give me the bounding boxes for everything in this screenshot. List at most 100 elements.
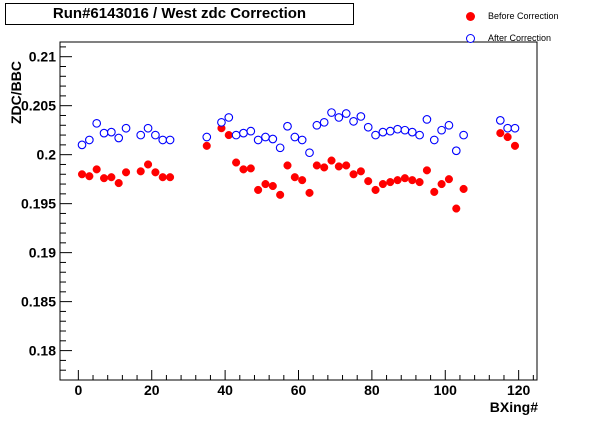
point-after-correction	[202, 132, 212, 142]
point-after-correction	[268, 134, 278, 144]
point-before-correction	[283, 161, 292, 170]
point-after-correction	[107, 127, 116, 137]
point-before-correction	[503, 132, 512, 142]
point-before-correction	[121, 168, 131, 177]
legend-item-before: Before Correction	[466, 6, 586, 28]
point-after-correction	[224, 113, 234, 122]
point-before-correction	[356, 167, 365, 176]
point-after-correction	[459, 130, 468, 140]
point-before-correction	[246, 164, 255, 173]
point-after-correction	[92, 118, 102, 128]
point-after-correction	[231, 130, 241, 140]
point-before-correction	[114, 179, 123, 188]
point-before-correction	[393, 176, 402, 185]
y-axis-ticks: 0.18 0.185 0.19 0.195 0.2 0.205 0.21	[21, 46, 72, 371]
point-after-correction	[422, 115, 432, 124]
point-before-correction	[444, 175, 453, 184]
point-before-correction	[320, 163, 329, 172]
point-before-correction	[334, 162, 343, 171]
point-before-correction	[378, 180, 387, 189]
point-after-correction	[297, 135, 307, 145]
point-after-correction	[85, 135, 94, 145]
y-tick-label: 0.195	[21, 196, 56, 212]
point-after-correction	[429, 135, 439, 145]
point-before-correction	[386, 178, 395, 187]
x-tick-label: 80	[364, 382, 380, 398]
point-before-correction	[452, 204, 461, 213]
point-after-correction	[151, 130, 160, 140]
y-tick-label: 0.21	[29, 49, 56, 65]
point-after-correction	[290, 132, 300, 142]
point-after-correction	[253, 135, 263, 145]
legend-item-after: After Correction	[466, 28, 586, 50]
x-tick-label: 60	[291, 382, 307, 398]
point-before-correction	[107, 173, 116, 182]
point-after-correction	[239, 128, 248, 138]
x-tick-label: 100	[434, 382, 458, 398]
point-before-correction	[144, 160, 153, 169]
point-after-correction	[136, 130, 146, 140]
point-before-correction	[85, 172, 94, 181]
point-before-correction	[151, 168, 160, 177]
point-before-correction	[364, 177, 373, 186]
point-before-correction	[77, 170, 87, 179]
point-after-correction	[275, 143, 285, 153]
point-after-correction	[371, 130, 380, 140]
legend: Before Correction After Correction	[466, 6, 586, 56]
open-circle-marker-icon	[466, 34, 475, 43]
point-before-correction	[415, 178, 424, 187]
point-after-correction	[363, 122, 373, 132]
point-after-correction	[283, 121, 292, 131]
point-before-correction	[254, 185, 263, 194]
y-axis-title: ZDC/BBC	[8, 61, 24, 124]
point-before-correction	[92, 165, 101, 174]
point-after-correction	[305, 148, 314, 158]
point-before-correction	[224, 131, 233, 140]
point-before-correction	[408, 176, 417, 185]
x-axis-title: BXing#	[489, 399, 538, 415]
point-after-correction	[217, 117, 226, 127]
point-after-correction	[77, 140, 87, 150]
point-after-correction	[378, 127, 388, 137]
point-before-correction	[232, 158, 241, 167]
point-after-correction	[246, 126, 256, 136]
point-after-correction	[165, 135, 175, 145]
point-after-correction	[437, 125, 446, 135]
point-after-correction	[356, 112, 366, 121]
point-after-correction	[407, 127, 417, 137]
point-after-correction	[341, 109, 351, 118]
point-after-correction	[393, 124, 402, 134]
point-after-correction	[503, 123, 512, 133]
point-before-correction	[276, 190, 285, 199]
point-after-correction	[312, 120, 322, 130]
point-before-correction	[158, 173, 167, 182]
x-tick-label: 20	[144, 382, 160, 398]
legend-label-after: After Correction	[488, 33, 552, 43]
y-tick-label: 0.2	[37, 147, 57, 163]
legend-label-before: Before Correction	[488, 11, 559, 21]
point-before-correction	[268, 181, 277, 191]
point-before-correction	[312, 161, 321, 170]
point-after-correction	[451, 146, 461, 156]
point-before-correction	[422, 166, 431, 175]
y-tick-label: 0.19	[29, 245, 56, 261]
point-before-correction	[290, 173, 299, 182]
y-tick-label: 0.18	[29, 343, 56, 359]
point-after-correction	[114, 133, 124, 143]
point-after-correction	[158, 135, 168, 145]
point-before-correction	[239, 165, 248, 174]
point-before-correction	[371, 185, 380, 194]
x-tick-label: 0	[74, 382, 82, 398]
point-before-correction	[327, 156, 336, 165]
point-after-correction	[121, 123, 131, 133]
point-after-correction	[385, 126, 395, 136]
y-tick-label: 0.205	[21, 98, 56, 114]
point-before-correction	[166, 173, 175, 182]
x-tick-label: 40	[217, 382, 233, 398]
point-after-correction	[143, 123, 153, 133]
point-before-correction	[430, 187, 439, 196]
point-before-correction	[510, 141, 520, 150]
point-before-correction	[437, 180, 446, 189]
point-before-correction	[202, 141, 211, 150]
